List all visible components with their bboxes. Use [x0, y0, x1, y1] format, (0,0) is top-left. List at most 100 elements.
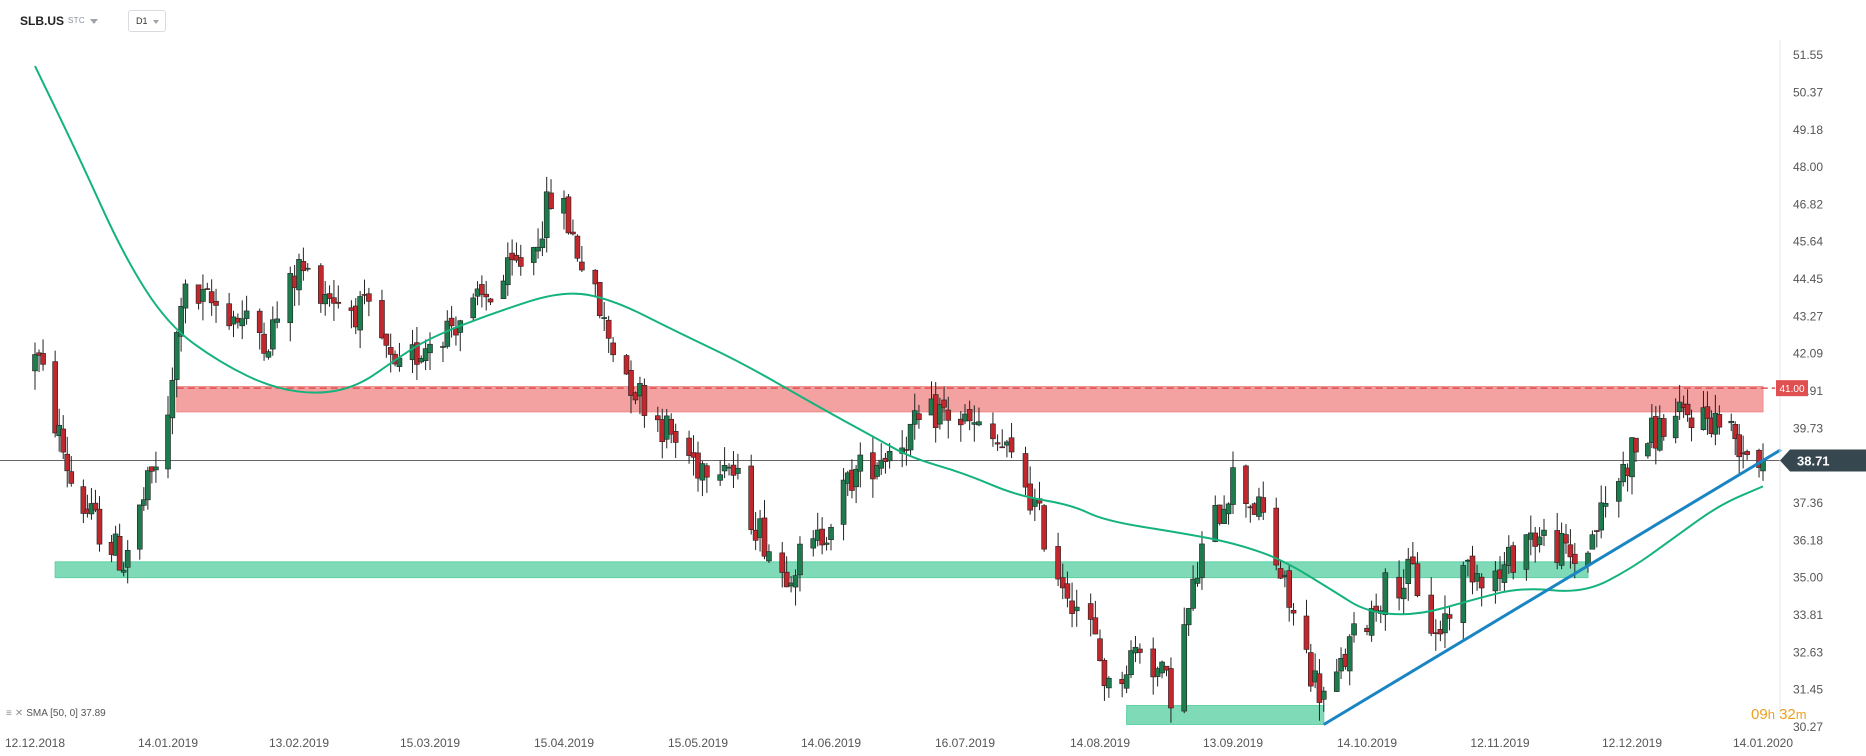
candle-body: [331, 297, 337, 304]
x-tick-label: 12.12.2019: [1602, 736, 1662, 750]
candle-countdown: 09h 32m: [1751, 706, 1807, 723]
current-price-tag-label: 38.71: [1797, 453, 1830, 468]
candle-body: [999, 446, 1006, 449]
y-tick-label: 42.09: [1793, 347, 1823, 361]
candle-body: [686, 437, 692, 456]
candle-body: [1645, 443, 1651, 457]
candle-body: [96, 508, 103, 545]
candle-body: [335, 301, 342, 304]
candle: [1558, 522, 1565, 570]
candle-body: [874, 465, 880, 477]
countdown-minutes-unit: m: [1795, 707, 1807, 722]
candle-body: [937, 404, 943, 425]
candle-body: [414, 342, 420, 365]
y-tick-label: 30.27: [1793, 720, 1823, 734]
candle: [1704, 391, 1711, 435]
candle: [500, 274, 507, 299]
candle-body: [1168, 668, 1174, 709]
candle-body: [1541, 529, 1547, 536]
candle-body: [1598, 502, 1604, 531]
candle-body: [783, 571, 790, 588]
candle-body: [1732, 424, 1739, 440]
timeframe-label: D1: [136, 16, 148, 26]
candle: [1101, 658, 1108, 701]
candle: [1446, 607, 1453, 631]
candle: [64, 436, 71, 488]
candle: [1073, 589, 1080, 627]
candle: [1185, 607, 1192, 636]
candle-body: [823, 542, 830, 545]
candle-body: [1199, 543, 1205, 578]
candle-body: [610, 342, 616, 356]
candle: [1286, 565, 1292, 622]
candle-body: [971, 422, 978, 425]
candle-body: [810, 538, 817, 549]
current-price-tag-bg: [1780, 449, 1866, 472]
candle: [1032, 488, 1038, 522]
candle: [1041, 504, 1047, 552]
y-tick-label: 50.37: [1793, 85, 1823, 99]
candle-body: [1346, 636, 1353, 672]
candle-body: [548, 192, 554, 209]
candle: [945, 396, 952, 439]
candle: [579, 245, 585, 273]
candle: [1150, 637, 1156, 695]
candle: [1022, 446, 1029, 496]
candle-body: [383, 333, 390, 346]
symbol-dropdown-chevron-icon[interactable]: [90, 19, 98, 24]
candle: [153, 451, 159, 483]
y-tick-label: 33.81: [1793, 608, 1823, 622]
candle-body: [1558, 533, 1565, 566]
candle-body: [1396, 576, 1402, 599]
candle: [505, 242, 511, 296]
candle-body: [1064, 583, 1071, 599]
y-tick-label: 48.00: [1793, 160, 1823, 174]
candle: [1308, 643, 1314, 692]
candle: [387, 333, 394, 373]
symbol-label[interactable]: SLB.US: [20, 14, 65, 28]
x-tick-label: 13.02.2019: [269, 736, 329, 750]
candle-body: [116, 536, 123, 571]
candle-body: [326, 293, 333, 299]
candle-body: [1260, 497, 1267, 513]
candle-body: [1744, 451, 1750, 455]
candle-body: [853, 468, 859, 488]
candle-body: [1523, 534, 1530, 570]
candle-body: [1181, 624, 1188, 712]
sma-settings-icon[interactable]: ≡: [6, 708, 12, 719]
candle-body: [941, 399, 947, 408]
candle: [1168, 657, 1174, 723]
candle-body: [1756, 449, 1762, 468]
candle: [208, 279, 215, 316]
candle: [1364, 624, 1370, 636]
candle-body: [1572, 553, 1578, 564]
candle: [440, 341, 446, 363]
candle-body: [1373, 605, 1379, 611]
candle: [52, 350, 58, 438]
candle-body: [322, 294, 329, 305]
candle: [539, 221, 546, 257]
candle-body: [1092, 617, 1099, 635]
candle: [304, 263, 311, 272]
candle-body: [1501, 564, 1508, 583]
candle-body: [422, 348, 429, 362]
candle: [535, 228, 541, 259]
sma-remove-icon[interactable]: ✕: [14, 708, 24, 719]
candle-body: [779, 552, 786, 573]
candle: [783, 556, 790, 588]
candle: [628, 360, 634, 414]
candle: [548, 179, 554, 210]
candle-body: [274, 318, 280, 323]
candle-body: [735, 467, 741, 474]
candle-body: [632, 392, 639, 401]
candle-body: [296, 259, 302, 291]
candle-body: [1410, 556, 1416, 565]
candle: [517, 244, 524, 276]
candle: [1069, 582, 1075, 628]
candle-body: [878, 459, 885, 469]
candle: [641, 378, 648, 428]
candle: [1087, 593, 1094, 637]
candle: [379, 289, 385, 340]
timeframe-select[interactable]: D1: [128, 10, 166, 32]
